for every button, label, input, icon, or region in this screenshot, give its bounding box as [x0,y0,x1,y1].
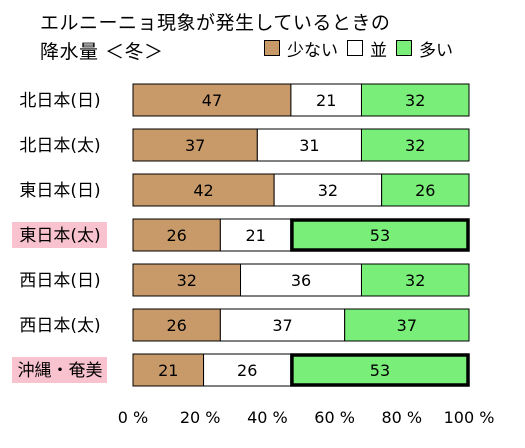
bar-segment-normal [219,218,292,252]
category-label: 北日本(日) [19,91,100,111]
bar-segment-normal [256,128,362,162]
category-label: 沖縄・奄美 [18,361,103,381]
category-label: 東日本(太) [19,226,100,246]
bar-segment-many [344,308,470,342]
bar-segment-few [132,83,292,117]
bar-segment-many [290,218,470,252]
legend-swatch-normal [347,40,363,56]
x-tick-label: 20 % [180,408,221,427]
bar-segment-few [132,263,242,297]
legend-label-normal: 並 [370,40,387,61]
data-label: 21 [316,91,336,110]
bar-segment-normal [219,308,346,342]
data-label: 32 [318,181,338,200]
category-label: 北日本(太) [19,136,100,156]
bar-segment-normal [203,353,292,387]
bar-segment-normal [273,173,383,207]
emphasized-segment-border [290,218,470,252]
bar-segment-many [360,128,470,162]
x-tick-label: 80 % [381,408,422,427]
legend-label-few: 少ない [287,40,338,61]
x-tick-label: 40 % [247,408,288,427]
data-label: 37 [185,136,205,155]
bar-segment-many [360,83,470,117]
legend-swatch-many [396,40,412,56]
data-label: 31 [299,136,319,155]
bar-segment-few [132,353,205,387]
legend-swatch-few [264,40,280,56]
legend-label-many: 多い [419,40,453,61]
emphasized-segment-border [290,353,470,387]
x-tick-label: 100 % [444,408,495,427]
bar-segment-few [132,218,221,252]
data-label: 21 [245,226,265,245]
legend-item-many: 多い [396,38,453,61]
category-label: 西日本(日) [19,271,100,291]
category-label: 東日本(日) [19,181,100,201]
data-label: 26 [237,361,257,380]
data-label: 53 [370,361,390,380]
bar-segment-many [360,263,470,297]
data-label: 26 [415,181,435,200]
data-label: 26 [167,226,187,245]
bar-segment-normal [290,83,362,117]
legend-item-few: 少ない [264,38,338,61]
bar-segment-few [132,128,258,162]
category-label-highlight [12,357,107,383]
legend-item-normal: 並 [347,38,387,61]
data-label: 37 [272,316,292,335]
chart-title-line-2: 降水量 ＜冬＞ [40,41,164,63]
data-label: 32 [405,271,425,290]
data-label: 37 [397,316,417,335]
data-label: 32 [177,271,197,290]
category-label: 西日本(太) [19,316,100,336]
data-label: 47 [202,91,222,110]
bar-segment-many [381,173,470,207]
x-tick-label: 0 % [118,408,148,427]
category-label-highlight [12,222,107,248]
bar-segment-normal [240,263,362,297]
data-label: 21 [158,361,178,380]
chart-title-line-1: エルニーニョ現象が発生しているときの [40,12,391,34]
data-label: 53 [370,226,390,245]
data-label: 42 [193,181,213,200]
data-label: 32 [405,91,425,110]
x-tick-label: 60 % [314,408,355,427]
data-label: 36 [291,271,311,290]
data-label: 32 [405,136,425,155]
data-label: 26 [167,316,187,335]
